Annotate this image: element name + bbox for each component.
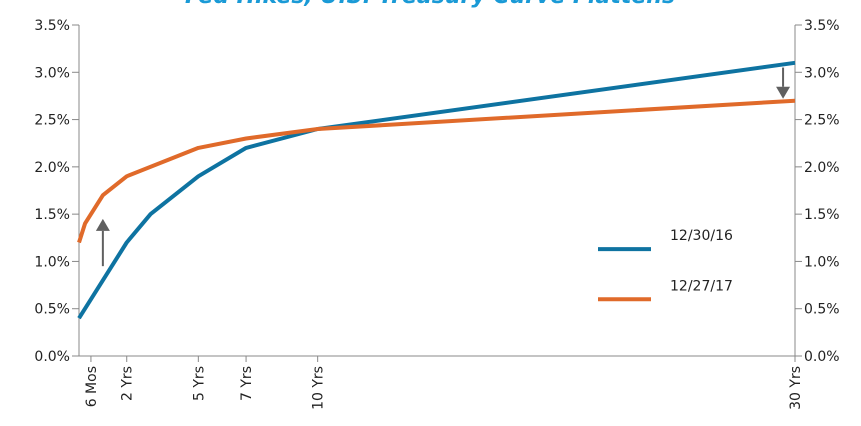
axes: 0.0% 0.0% 0.5% 0.5% 1.0% 1.0% 1.5% 1.5% 2.0% 2.0%… [34, 18, 839, 410]
y-tick-label-right: 2.0% [804, 160, 840, 176]
x-tick-label: 6 Mos [84, 366, 100, 407]
y-tick-label-left: 1.0% [34, 254, 70, 270]
y-tick-label-right: 1.0% [804, 254, 840, 270]
legend: 12/30/16 12/27/17 [598, 228, 733, 302]
y-tick-label-left: 0.5% [34, 302, 70, 318]
series-line-2 [77, 98, 796, 244]
x-tick-label: 10 Yrs [311, 366, 327, 410]
legend-label-2: 12/27/17 [670, 278, 733, 294]
x-tick-label: 2 Yrs [120, 366, 136, 401]
annotations [95, 67, 791, 267]
y-tick-label-left: 3.0% [34, 65, 70, 81]
x-tick-label: 30 Yrs [788, 366, 804, 410]
chart-title: Fed Hikes, U.S. Treasury Curve Flattens [185, 0, 675, 9]
down-arrow-icon [776, 86, 791, 99]
legend-label-1: 12/30/16 [670, 228, 733, 244]
y-tick-label-left: 3.5% [34, 18, 70, 34]
y-tick-label-right: 3.5% [804, 18, 840, 34]
up-arrow-icon [95, 218, 110, 231]
y-tick-label-left: 1.5% [34, 207, 70, 223]
x-tick-label: 5 Yrs [191, 366, 207, 401]
y-tick-label-left: 0.0% [34, 349, 70, 365]
y-tick-label-right: 2.5% [804, 113, 840, 129]
x-tick-label: 7 Yrs [239, 366, 255, 401]
y-tick-label-right: 3.0% [804, 65, 840, 81]
y-tick-label-right: 0.0% [804, 349, 840, 365]
y-tick-label-right: 1.5% [804, 207, 840, 223]
y-tick-label-left: 2.5% [34, 113, 70, 129]
series-lines [77, 60, 796, 320]
y-tick-label-left: 2.0% [34, 160, 70, 176]
y-tick-label-right: 0.5% [804, 302, 840, 318]
